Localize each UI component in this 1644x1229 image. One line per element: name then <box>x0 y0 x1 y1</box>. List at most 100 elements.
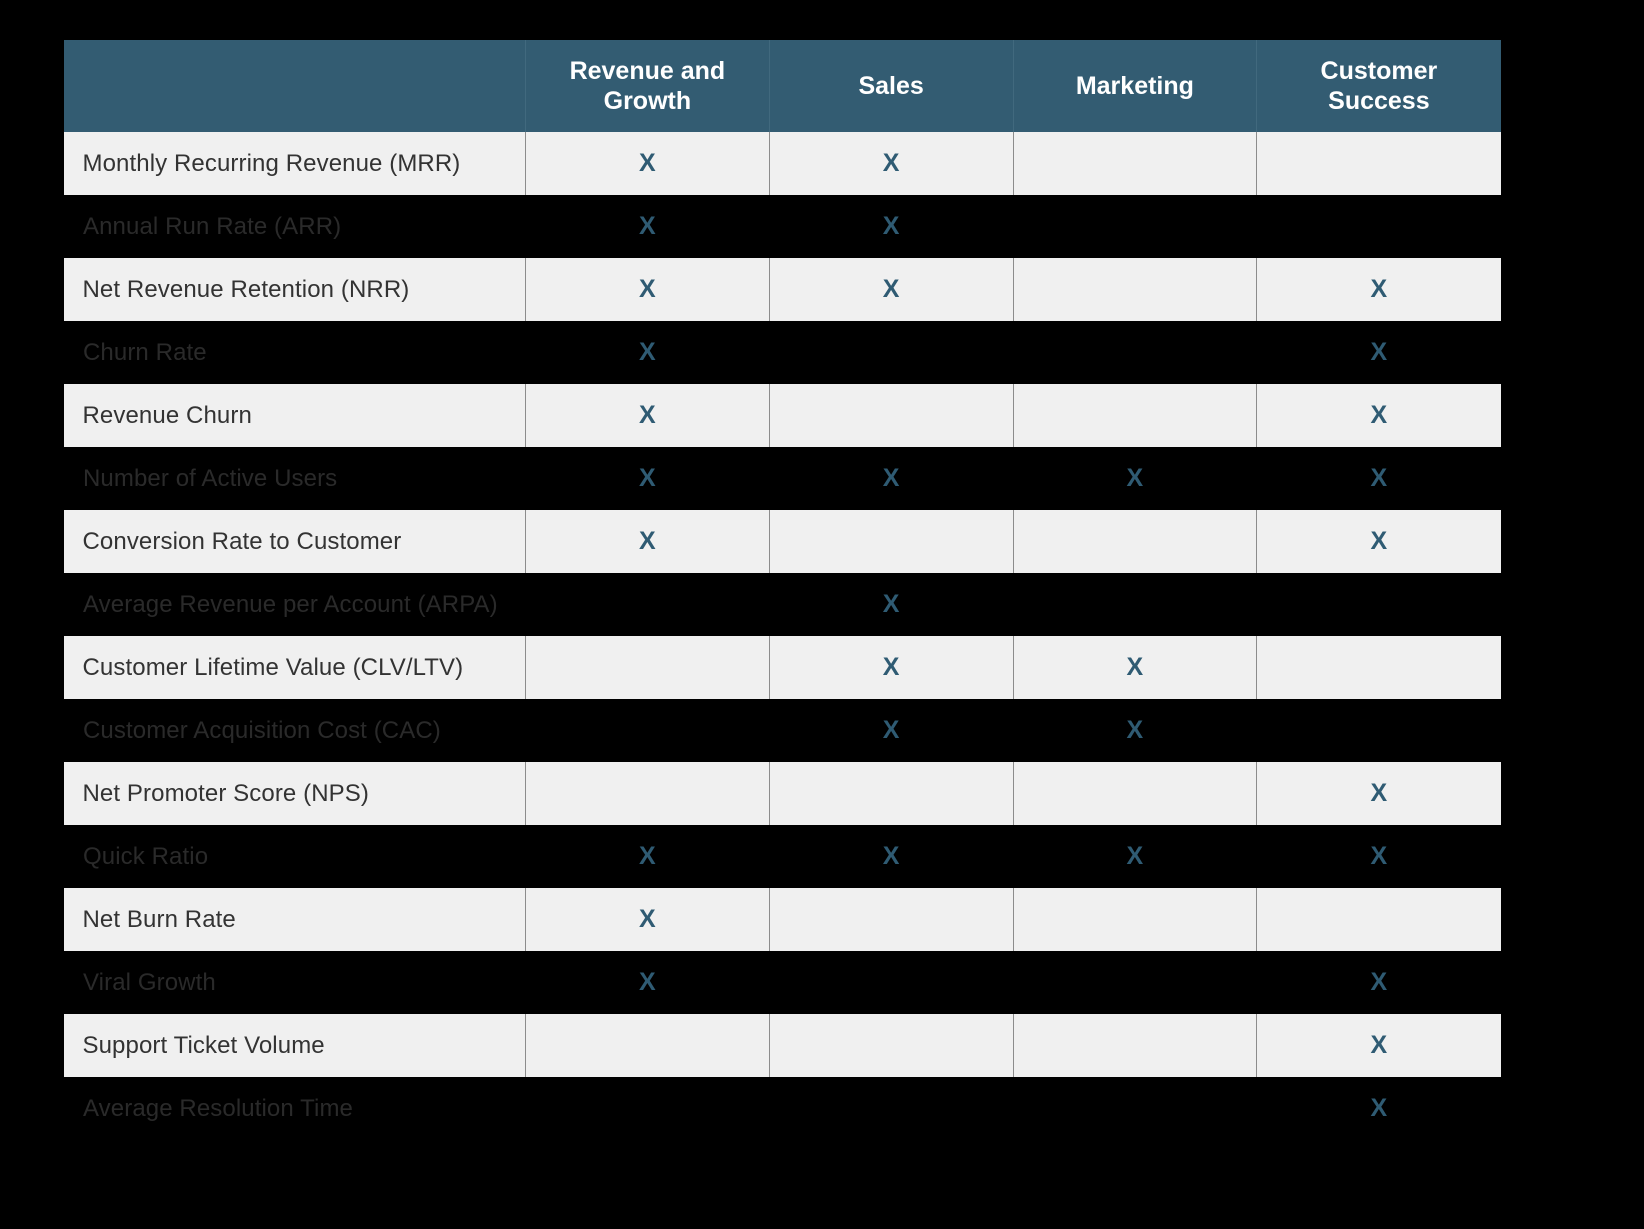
cell-marketing[interactable] <box>1012 384 1257 447</box>
table-row: Churn Rate X X <box>64 321 1501 384</box>
cell-marketing[interactable] <box>1013 195 1257 258</box>
header-cell-metric-name <box>63 40 526 132</box>
cell-sales[interactable] <box>769 321 1013 384</box>
check-x-icon: X <box>639 149 656 177</box>
header-cell-marketing[interactable]: Marketing <box>1012 40 1257 132</box>
cell-sales[interactable] <box>768 762 1013 825</box>
cell-revenue_and_growth[interactable]: X <box>526 195 770 258</box>
check-x-icon: X <box>1370 275 1388 303</box>
cell-marketing[interactable] <box>1013 573 1257 636</box>
cell-marketing[interactable] <box>1013 951 1257 1014</box>
check-x-icon: X <box>882 149 900 177</box>
cell-marketing[interactable]: X <box>1013 699 1257 762</box>
cell-customer_success[interactable] <box>1257 195 1501 258</box>
cell-revenue_and_growth[interactable] <box>525 1014 770 1077</box>
metric-label: Net Burn Rate <box>63 888 526 951</box>
cell-customer_success[interactable] <box>1256 132 1501 195</box>
cell-sales[interactable]: X <box>768 636 1013 699</box>
cell-customer_success[interactable]: X <box>1257 447 1501 510</box>
check-x-icon: X <box>639 275 656 303</box>
cell-revenue_and_growth[interactable]: X <box>526 825 770 888</box>
cell-marketing[interactable] <box>1012 510 1257 573</box>
check-x-icon: X <box>1370 842 1388 870</box>
check-x-icon: X <box>1370 1094 1388 1122</box>
cell-sales[interactable] <box>768 384 1013 447</box>
cell-customer_success[interactable] <box>1257 699 1501 762</box>
cell-customer_success[interactable]: X <box>1256 258 1501 321</box>
check-x-icon: X <box>882 653 900 681</box>
cell-customer_success[interactable]: X <box>1256 510 1501 573</box>
cell-customer_success[interactable]: X <box>1256 1014 1501 1077</box>
check-x-icon: X <box>882 842 900 870</box>
cell-marketing[interactable] <box>1012 762 1257 825</box>
cell-revenue_and_growth[interactable]: X <box>525 888 770 951</box>
cell-revenue_and_growth[interactable] <box>526 573 770 636</box>
cell-revenue_and_growth[interactable]: X <box>526 951 770 1014</box>
cell-revenue_and_growth[interactable] <box>525 762 770 825</box>
table-body: Monthly Recurring Revenue (MRR) X X Annual … <box>63 132 1501 1140</box>
cell-customer_success[interactable]: X <box>1257 1077 1501 1140</box>
check-x-icon: X <box>882 212 900 240</box>
cell-customer_success[interactable] <box>1257 573 1501 636</box>
cell-sales[interactable] <box>769 1077 1013 1140</box>
cell-revenue_and_growth[interactable]: X <box>525 132 770 195</box>
metric-label: Churn Rate <box>83 338 207 366</box>
cell-revenue_and_growth[interactable] <box>526 699 770 762</box>
cell-sales[interactable]: X <box>768 132 1013 195</box>
cell-marketing[interactable] <box>1012 888 1257 951</box>
cell-sales[interactable] <box>769 951 1013 1014</box>
cell-customer_success[interactable]: X <box>1257 825 1501 888</box>
cell-marketing[interactable]: X <box>1013 447 1257 510</box>
check-x-icon: X <box>639 338 656 366</box>
table-row: Viral Growth X X <box>64 951 1501 1014</box>
cell-marketing[interactable] <box>1013 1077 1257 1140</box>
cell-customer_success[interactable]: X <box>1257 321 1501 384</box>
cell-marketing[interactable] <box>1012 258 1257 321</box>
cell-marketing[interactable] <box>1012 132 1257 195</box>
check-x-icon: X <box>639 527 656 555</box>
check-x-icon: X <box>639 212 656 240</box>
table-row: Number of Active Users X X X X <box>64 447 1501 510</box>
cell-sales[interactable]: X <box>769 573 1013 636</box>
table-row: Annual Run Rate (ARR) X X <box>64 195 1501 258</box>
cell-revenue_and_growth[interactable]: X <box>526 321 770 384</box>
cell-revenue_and_growth[interactable] <box>525 636 770 699</box>
cell-marketing[interactable]: X <box>1012 636 1257 699</box>
table-row: Quick Ratio X X X X <box>64 825 1501 888</box>
cell-revenue_and_growth[interactable]: X <box>525 510 770 573</box>
cell-sales[interactable] <box>768 888 1013 951</box>
header-cell-sales[interactable]: Sales <box>768 40 1013 132</box>
cell-customer_success[interactable]: X <box>1257 951 1501 1014</box>
cell-sales[interactable] <box>768 1014 1013 1077</box>
cell-sales[interactable]: X <box>769 699 1013 762</box>
metric-label: Number of Active Users <box>83 464 338 492</box>
metric-label: Revenue Churn <box>63 384 526 447</box>
cell-sales[interactable]: X <box>769 825 1013 888</box>
cell-sales[interactable]: X <box>769 195 1013 258</box>
cell-customer_success[interactable] <box>1256 636 1501 699</box>
check-x-icon: X <box>1126 653 1144 681</box>
header-cell-customer_success[interactable]: Customer Success <box>1256 40 1501 132</box>
cell-revenue_and_growth[interactable]: X <box>526 447 770 510</box>
cell-revenue_and_growth[interactable]: X <box>525 384 770 447</box>
header-cell-revenue_and_growth[interactable]: Revenue and Growth <box>525 40 770 132</box>
metric-label: Net Revenue Retention (NRR) <box>63 258 526 321</box>
cell-customer_success[interactable]: X <box>1256 762 1501 825</box>
cell-sales[interactable]: X <box>768 258 1013 321</box>
cell-sales[interactable] <box>768 510 1013 573</box>
table-row: Customer Lifetime Value (CLV/LTV) X X <box>63 636 1501 699</box>
cell-customer_success[interactable]: X <box>1256 384 1501 447</box>
header-row: Revenue and Growth Sales Marketing Customer S… <box>63 40 1501 132</box>
cell-marketing[interactable] <box>1012 1014 1257 1077</box>
cell-marketing[interactable]: X <box>1013 825 1257 888</box>
cell-customer_success[interactable] <box>1256 888 1501 951</box>
check-x-icon: X <box>639 464 656 492</box>
cell-marketing[interactable] <box>1013 321 1257 384</box>
check-x-icon: X <box>1370 338 1388 366</box>
table-row: Average Revenue per Account (ARPA) X <box>64 573 1501 636</box>
cell-revenue_and_growth[interactable]: X <box>525 258 770 321</box>
check-x-icon: X <box>882 464 900 492</box>
table-row: Monthly Recurring Revenue (MRR) X X <box>63 132 1501 195</box>
cell-sales[interactable]: X <box>769 447 1013 510</box>
cell-revenue_and_growth[interactable] <box>526 1077 770 1140</box>
